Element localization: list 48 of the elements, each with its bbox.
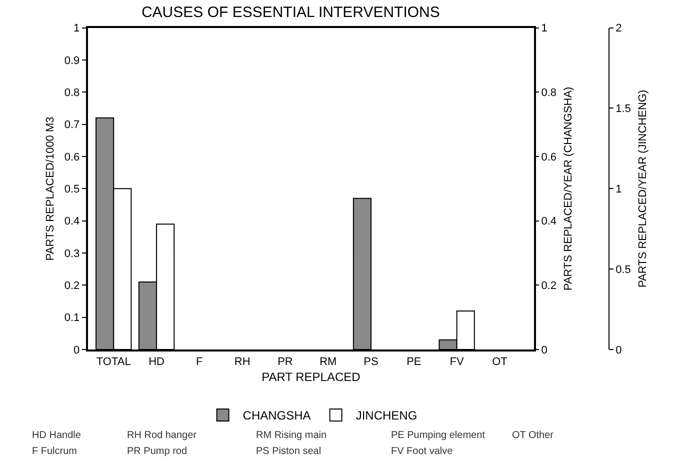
text: RM Rising main (256, 430, 327, 441)
y3-tick-label: 0.5 (616, 264, 631, 276)
y-tick-label: 0.4 (64, 216, 80, 228)
y2-tick-label: 0.8 (541, 86, 557, 99)
x-tick-label: PR (278, 356, 293, 368)
y2-tick-label: 0.4 (541, 216, 557, 228)
x-tick-label: RH (234, 356, 250, 368)
y3-tick-label: 1 (616, 184, 622, 196)
x-tick-label: PS (364, 356, 378, 368)
x-tick-label: PE (406, 356, 422, 368)
text: PR Pump rod (127, 446, 188, 457)
y-axis-title: PARTS REPLACED/1000 M3 (44, 116, 57, 261)
y3-tick-label: 0 (616, 344, 622, 356)
y-tick-label: 0.7 (64, 119, 80, 132)
text: FV Foot valve (391, 446, 454, 457)
text: OT Other (512, 430, 554, 441)
x-tick-label: RM (320, 356, 337, 368)
legend-label: CHANGSHA (242, 408, 311, 423)
y-tick-label: 0.5 (64, 184, 80, 196)
y-tick-label: 0 (74, 344, 80, 356)
y2-axis-title: PARTS REPLACED/YEAR (CHANGSHA) (562, 86, 575, 291)
y3-tick-label: 1.5 (616, 103, 631, 116)
x-tick-label: OT (492, 356, 508, 368)
y3-axis-title: PARTS REPLACED/YEAR (JINCHENG) (637, 90, 650, 288)
text: F Fulcrum (32, 446, 77, 457)
text: HD Handle (32, 430, 82, 441)
y2-tick-label: 0.6 (541, 151, 557, 164)
x-tick-label: TOTAL (96, 356, 131, 368)
text: PE Pumping element (391, 430, 486, 441)
legend-label: JINCHENG (356, 408, 418, 423)
y2-tick-label: 1 (541, 22, 548, 35)
y-tick-label: 0.8 (64, 86, 80, 99)
text: PS Piston seal (256, 446, 322, 457)
x-tick-label: HD (148, 356, 165, 368)
chart-title: CAUSES OF ESSENTIAL INTERVENTIONS (141, 4, 440, 21)
text: RH Rod hanger (127, 430, 198, 441)
x-axis-title: PART REPLACED (262, 370, 361, 384)
y-tick-label: 1 (74, 22, 80, 35)
y2-tick-label: 0 (541, 344, 548, 356)
y-tick-label: 0.9 (64, 54, 80, 67)
y-tick-label: 0.1 (64, 312, 80, 324)
x-tick-label: F (196, 356, 204, 368)
y-tick-label: 0.6 (64, 151, 80, 164)
x-tick-label: FV (450, 356, 465, 368)
y-tick-label: 0.3 (64, 248, 80, 260)
y2-tick-label: 0.2 (541, 280, 557, 292)
y3-tick-label: 2 (616, 22, 622, 35)
y-tick-label: 0.2 (64, 280, 80, 292)
